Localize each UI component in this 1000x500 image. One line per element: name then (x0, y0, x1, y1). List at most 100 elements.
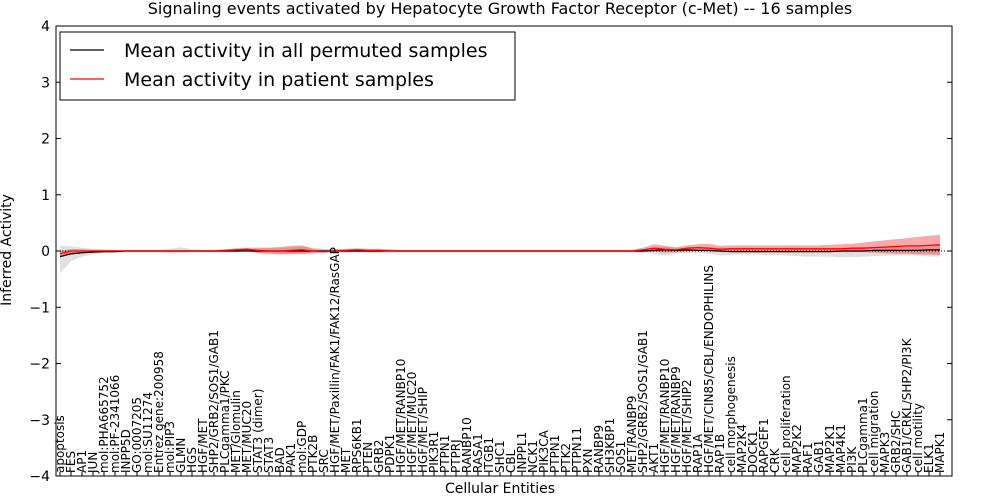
entity-label: FES (64, 451, 78, 473)
entity-label: cell motility (911, 403, 925, 473)
entity-label: ITGB1 (482, 437, 496, 473)
entity-label: MET/Glomulin (229, 390, 243, 473)
y-tick-label: −2 (29, 357, 50, 373)
y-axis-label: Inferred Activity (0, 194, 15, 306)
y-tick-label: 2 (41, 132, 50, 148)
entity-label: BAD (273, 447, 287, 473)
entity-label: ELK1 (922, 443, 936, 473)
entity-label: SHP2/GRB2/SOS1/GAB1 (636, 330, 650, 473)
entity-label: PTK2B (306, 435, 320, 473)
entity-label: AP1 (75, 450, 89, 473)
series-lines (59, 244, 941, 258)
entity-label: GO:0007205 (130, 397, 144, 473)
entity-label: GRB2 (372, 439, 386, 473)
entity-label: GAB1 (812, 440, 826, 473)
entity-label: PLCgamma1 (856, 397, 870, 473)
entity-label: MET (339, 447, 353, 473)
entity-label: RAF1 (801, 442, 815, 473)
entity-label: RAPGEF1 (757, 418, 771, 473)
entity-label: PTPRJ (449, 439, 463, 473)
entity-label: MET/RANBP9 (625, 396, 639, 473)
axes: −4 −3 −2 −1 0 1 2 3 4 (29, 19, 953, 485)
entity-label: PAK1 (284, 443, 298, 473)
entity-label: INPP5D (119, 429, 133, 473)
entity-label: HGF/MET/RANBP9 (669, 366, 683, 473)
x-axis-label: Cellular Entities (445, 481, 555, 497)
entity-label: MAP2K1 (823, 424, 837, 473)
entity-label: AKT1 (647, 443, 661, 473)
legend-box (59, 31, 516, 101)
entity-label: GLMN (174, 438, 188, 473)
entity-label: CRK (768, 447, 782, 473)
entity-label: HGF/MET/RANBP10 (394, 359, 408, 473)
entity-label: SHP2/GRB2/SOS1/GAB1 (207, 330, 221, 473)
entity-label: HGF/MET (196, 418, 210, 473)
legend-label-permuted: Mean activity in all permuted samples (124, 40, 487, 62)
entity-label: SHC1 (493, 440, 507, 473)
entity-label: HGF/MET/SHIP2 (680, 379, 694, 473)
entity-label: MAP2K2 (790, 424, 804, 473)
entity-label: INPPL1 (515, 432, 529, 473)
entity-label: HGF/MET/RANBP10 (658, 359, 672, 473)
entity-label: HGF/MET/CIN85/CBL/ENDOPHILINS (702, 265, 716, 473)
y-tick-label: −4 (29, 469, 50, 485)
entity-label: SRC (317, 449, 331, 473)
entity-label: MET/MUC20 (240, 401, 254, 473)
entity-label: RAP1B (713, 434, 727, 473)
y-tick-label: 3 (41, 75, 50, 91)
entity-label: HGF/MET/MUC20 (405, 372, 419, 473)
entity-label: PTPN1 (438, 435, 452, 473)
entity-label: mol:SU11274 (141, 392, 155, 473)
entity-label: mol:PF-2341066 (108, 375, 122, 473)
entity-label: RANBP9 (592, 425, 606, 473)
legend: Mean activity in all permuted samples Mea… (59, 31, 516, 101)
entity-label: RASA1 (471, 433, 485, 473)
entity-label: PTPN1 (548, 435, 562, 473)
series-line-patient (59, 244, 941, 255)
entity-label: PTPN11 (570, 427, 584, 473)
entity-label: GRB2/SHC (889, 410, 903, 473)
entity-label: JUN (86, 452, 100, 474)
entity-label: HGS (185, 447, 199, 473)
entity-label: PIK3CA (537, 429, 551, 473)
entity-label: GAB1/CRKL/SHP2/PI3K (900, 337, 914, 473)
entity-label: HGF/MET/SHIP (416, 387, 430, 473)
entity-label: CBL (504, 449, 518, 473)
entity-labels: apoptosisFESAP1JUNmol:PHA665752mol:PF-23… (53, 247, 947, 474)
entity-label: NCK1 (526, 440, 540, 473)
entity-label: SH3KBP1 (603, 418, 617, 473)
entity-label: Entrez gene:200958 (152, 351, 166, 473)
entity-label: MAPK3 (878, 432, 892, 473)
chart-title: Signaling events activated by Hepatocyte… (148, 0, 852, 18)
entity-label: HGF/MET/Paxillin/FAK1/FAK12/RasGAP (328, 247, 342, 473)
y-tick-label: 1 (41, 188, 50, 204)
entity-label: RAP1A (691, 433, 705, 473)
entity-label: cell morphogenesis (724, 356, 738, 473)
y-tick-label: −1 (29, 300, 50, 316)
entity-label: DOCK1 (746, 430, 760, 473)
entity-label: mol:GDP (295, 421, 309, 473)
entity-label: MAP2K4 (735, 424, 749, 473)
confidence-band-permuted (60, 245, 940, 274)
entity-label: cell proliferation (779, 375, 793, 473)
entity-label: cell migration (867, 391, 881, 473)
entity-label: SOS1 (614, 441, 628, 473)
entity-label: MAP4K1 (834, 424, 848, 473)
entity-label: MAPK1 (933, 432, 947, 473)
entity-label: PI3K (845, 446, 859, 473)
entity-label: PDPK1 (383, 434, 397, 473)
entity-label: PLCgamma1/PKC (218, 370, 232, 473)
y-tick-label: 0 (41, 244, 50, 260)
entity-label: STAT3 (dimer) (251, 389, 265, 473)
y-tick-label: −3 (29, 413, 50, 429)
entity-label: PIK3R1 (427, 431, 441, 473)
entity-label: PTK2 (559, 443, 573, 473)
entity-label: PXN (581, 449, 595, 473)
entity-label: RANBP10 (460, 417, 474, 473)
entity-label: STAT3 (262, 437, 276, 473)
y-tick-label: 4 (41, 19, 50, 35)
entity-label: RPS6KB1 (350, 418, 364, 473)
entity-label: PTEN (361, 442, 375, 473)
entity-label: mol:PHA665752 (97, 376, 111, 473)
